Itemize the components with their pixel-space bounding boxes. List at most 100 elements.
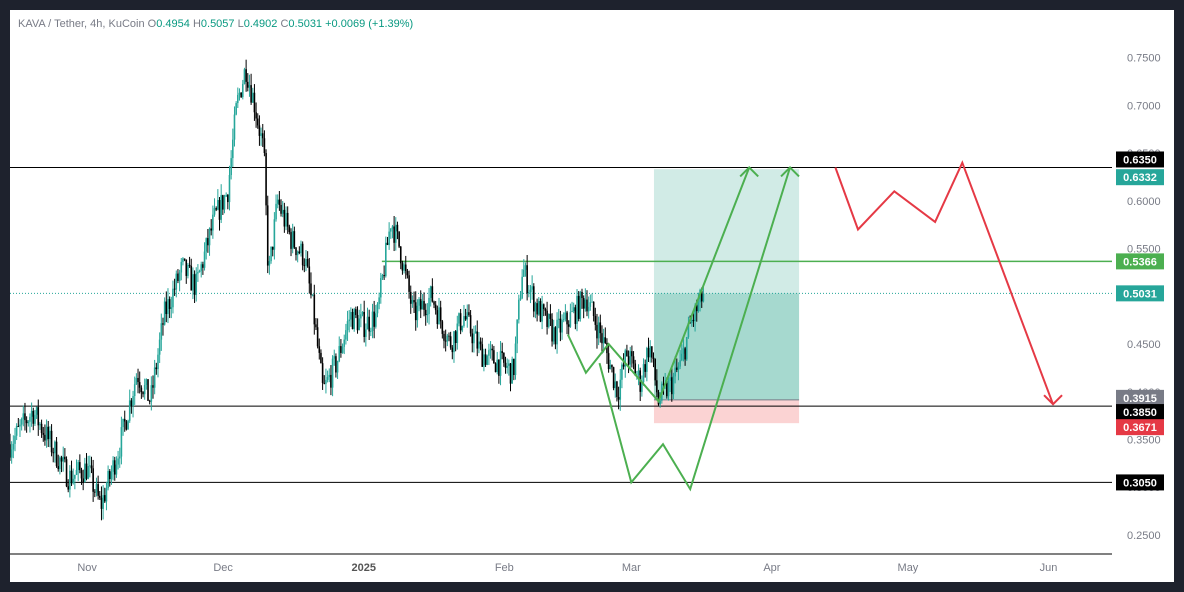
candle-body <box>581 291 583 299</box>
candle-body <box>72 478 74 484</box>
candle-body <box>258 125 261 136</box>
candle-body <box>448 335 450 337</box>
candle-body <box>94 491 96 493</box>
candle-body <box>110 471 113 480</box>
price-tag-0.3050-bg <box>1116 474 1164 491</box>
x-tick-label: Mar <box>622 562 641 574</box>
candle-body <box>338 346 341 362</box>
candle-body <box>17 425 20 427</box>
candle-body <box>34 414 36 424</box>
long-active-zone <box>653 293 800 400</box>
candle-body <box>577 295 580 319</box>
candle-body <box>559 318 562 333</box>
candle-body <box>271 246 274 250</box>
symbol-header: KAVA / Tether, 4h, KuCoin O0.4954 H0.505… <box>18 18 413 30</box>
candle-body <box>586 299 588 312</box>
candle-body <box>22 413 25 419</box>
candle-body <box>499 351 502 376</box>
candle-body <box>466 312 469 320</box>
candle-body <box>523 269 525 277</box>
candle-body <box>561 320 563 333</box>
candle-body <box>251 92 254 103</box>
candle-body <box>198 270 201 273</box>
candle-body <box>408 275 410 292</box>
candle-body <box>333 356 336 359</box>
candle-body <box>651 346 653 358</box>
candle-body <box>346 321 349 331</box>
candle-body <box>423 301 425 310</box>
candle-body <box>473 333 475 344</box>
candle-body <box>484 354 487 365</box>
y-tick-label: 0.7500 <box>1127 53 1161 65</box>
y-tick-label: 0.3500 <box>1127 434 1161 446</box>
candle-body <box>403 264 405 271</box>
candle-body <box>579 291 582 319</box>
candle-body <box>79 462 81 471</box>
candle-body <box>566 312 568 325</box>
low-value: 0.4902 <box>243 18 278 30</box>
candle-body <box>87 466 89 479</box>
candle-body <box>541 304 543 322</box>
candle-body <box>621 364 623 380</box>
candle-body <box>576 295 578 324</box>
price-tag-0.5366-bg <box>1116 253 1164 270</box>
candle-body <box>82 478 84 483</box>
candle-body <box>444 340 447 342</box>
candle-body <box>591 301 593 303</box>
candle-body <box>168 299 171 309</box>
candle-body <box>85 463 88 479</box>
candle-body <box>607 353 610 370</box>
candle-body <box>572 307 575 312</box>
candle-body <box>692 319 695 322</box>
candle-body <box>375 313 377 327</box>
candle-body <box>554 327 557 345</box>
candle-body <box>601 333 603 344</box>
candle-body <box>596 324 598 339</box>
candle-body <box>165 301 168 315</box>
price-tag-target-bg <box>1116 169 1164 186</box>
candle-body <box>65 459 68 487</box>
candle-body <box>336 361 339 373</box>
candle-body <box>567 324 570 327</box>
low-label: L <box>237 18 244 30</box>
candle-body <box>192 274 194 291</box>
y-tick-label: 0.6000 <box>1127 196 1161 208</box>
candle-body <box>453 331 455 353</box>
candle-body <box>320 352 322 364</box>
candle-body <box>358 318 360 331</box>
candle-body <box>180 261 183 273</box>
candle-body <box>604 337 607 343</box>
candle-body <box>142 391 144 395</box>
candle-body <box>248 85 251 88</box>
price-tag-0.5366: 0.5366 <box>1123 256 1157 268</box>
candle-body <box>10 449 13 458</box>
candle-body <box>454 331 457 343</box>
long-stop-zone <box>653 399 800 424</box>
candle-body <box>27 421 30 424</box>
candle-body <box>203 251 206 268</box>
candle-body <box>107 470 109 489</box>
x-tick-label: Apr <box>763 562 780 574</box>
candle-body <box>305 258 307 266</box>
price-chart[interactable]: 0.75000.70000.65000.60000.55000.50000.45… <box>10 10 1174 582</box>
candle-body <box>240 92 242 98</box>
candle-body <box>55 441 58 467</box>
candle-body <box>285 212 287 227</box>
candle-body <box>562 319 565 321</box>
price-tag-0.6350-bg <box>1116 151 1164 168</box>
candle-body <box>172 288 174 308</box>
candle-body <box>370 330 372 332</box>
candle-body <box>167 299 169 315</box>
candle-body <box>225 195 227 197</box>
candle-body <box>413 300 415 303</box>
chart-area[interactable]: 0.75000.70000.65000.60000.55000.50000.45… <box>10 10 1174 582</box>
candle-body <box>10 444 11 458</box>
candle-body <box>654 358 656 381</box>
candle-body <box>587 306 590 312</box>
candle-body <box>649 346 651 358</box>
candle-body <box>438 307 440 325</box>
price-tag-0.3850: 0.3850 <box>1123 407 1157 419</box>
candle-body <box>60 457 63 462</box>
candle-body <box>148 400 151 402</box>
candle-body <box>102 495 104 509</box>
